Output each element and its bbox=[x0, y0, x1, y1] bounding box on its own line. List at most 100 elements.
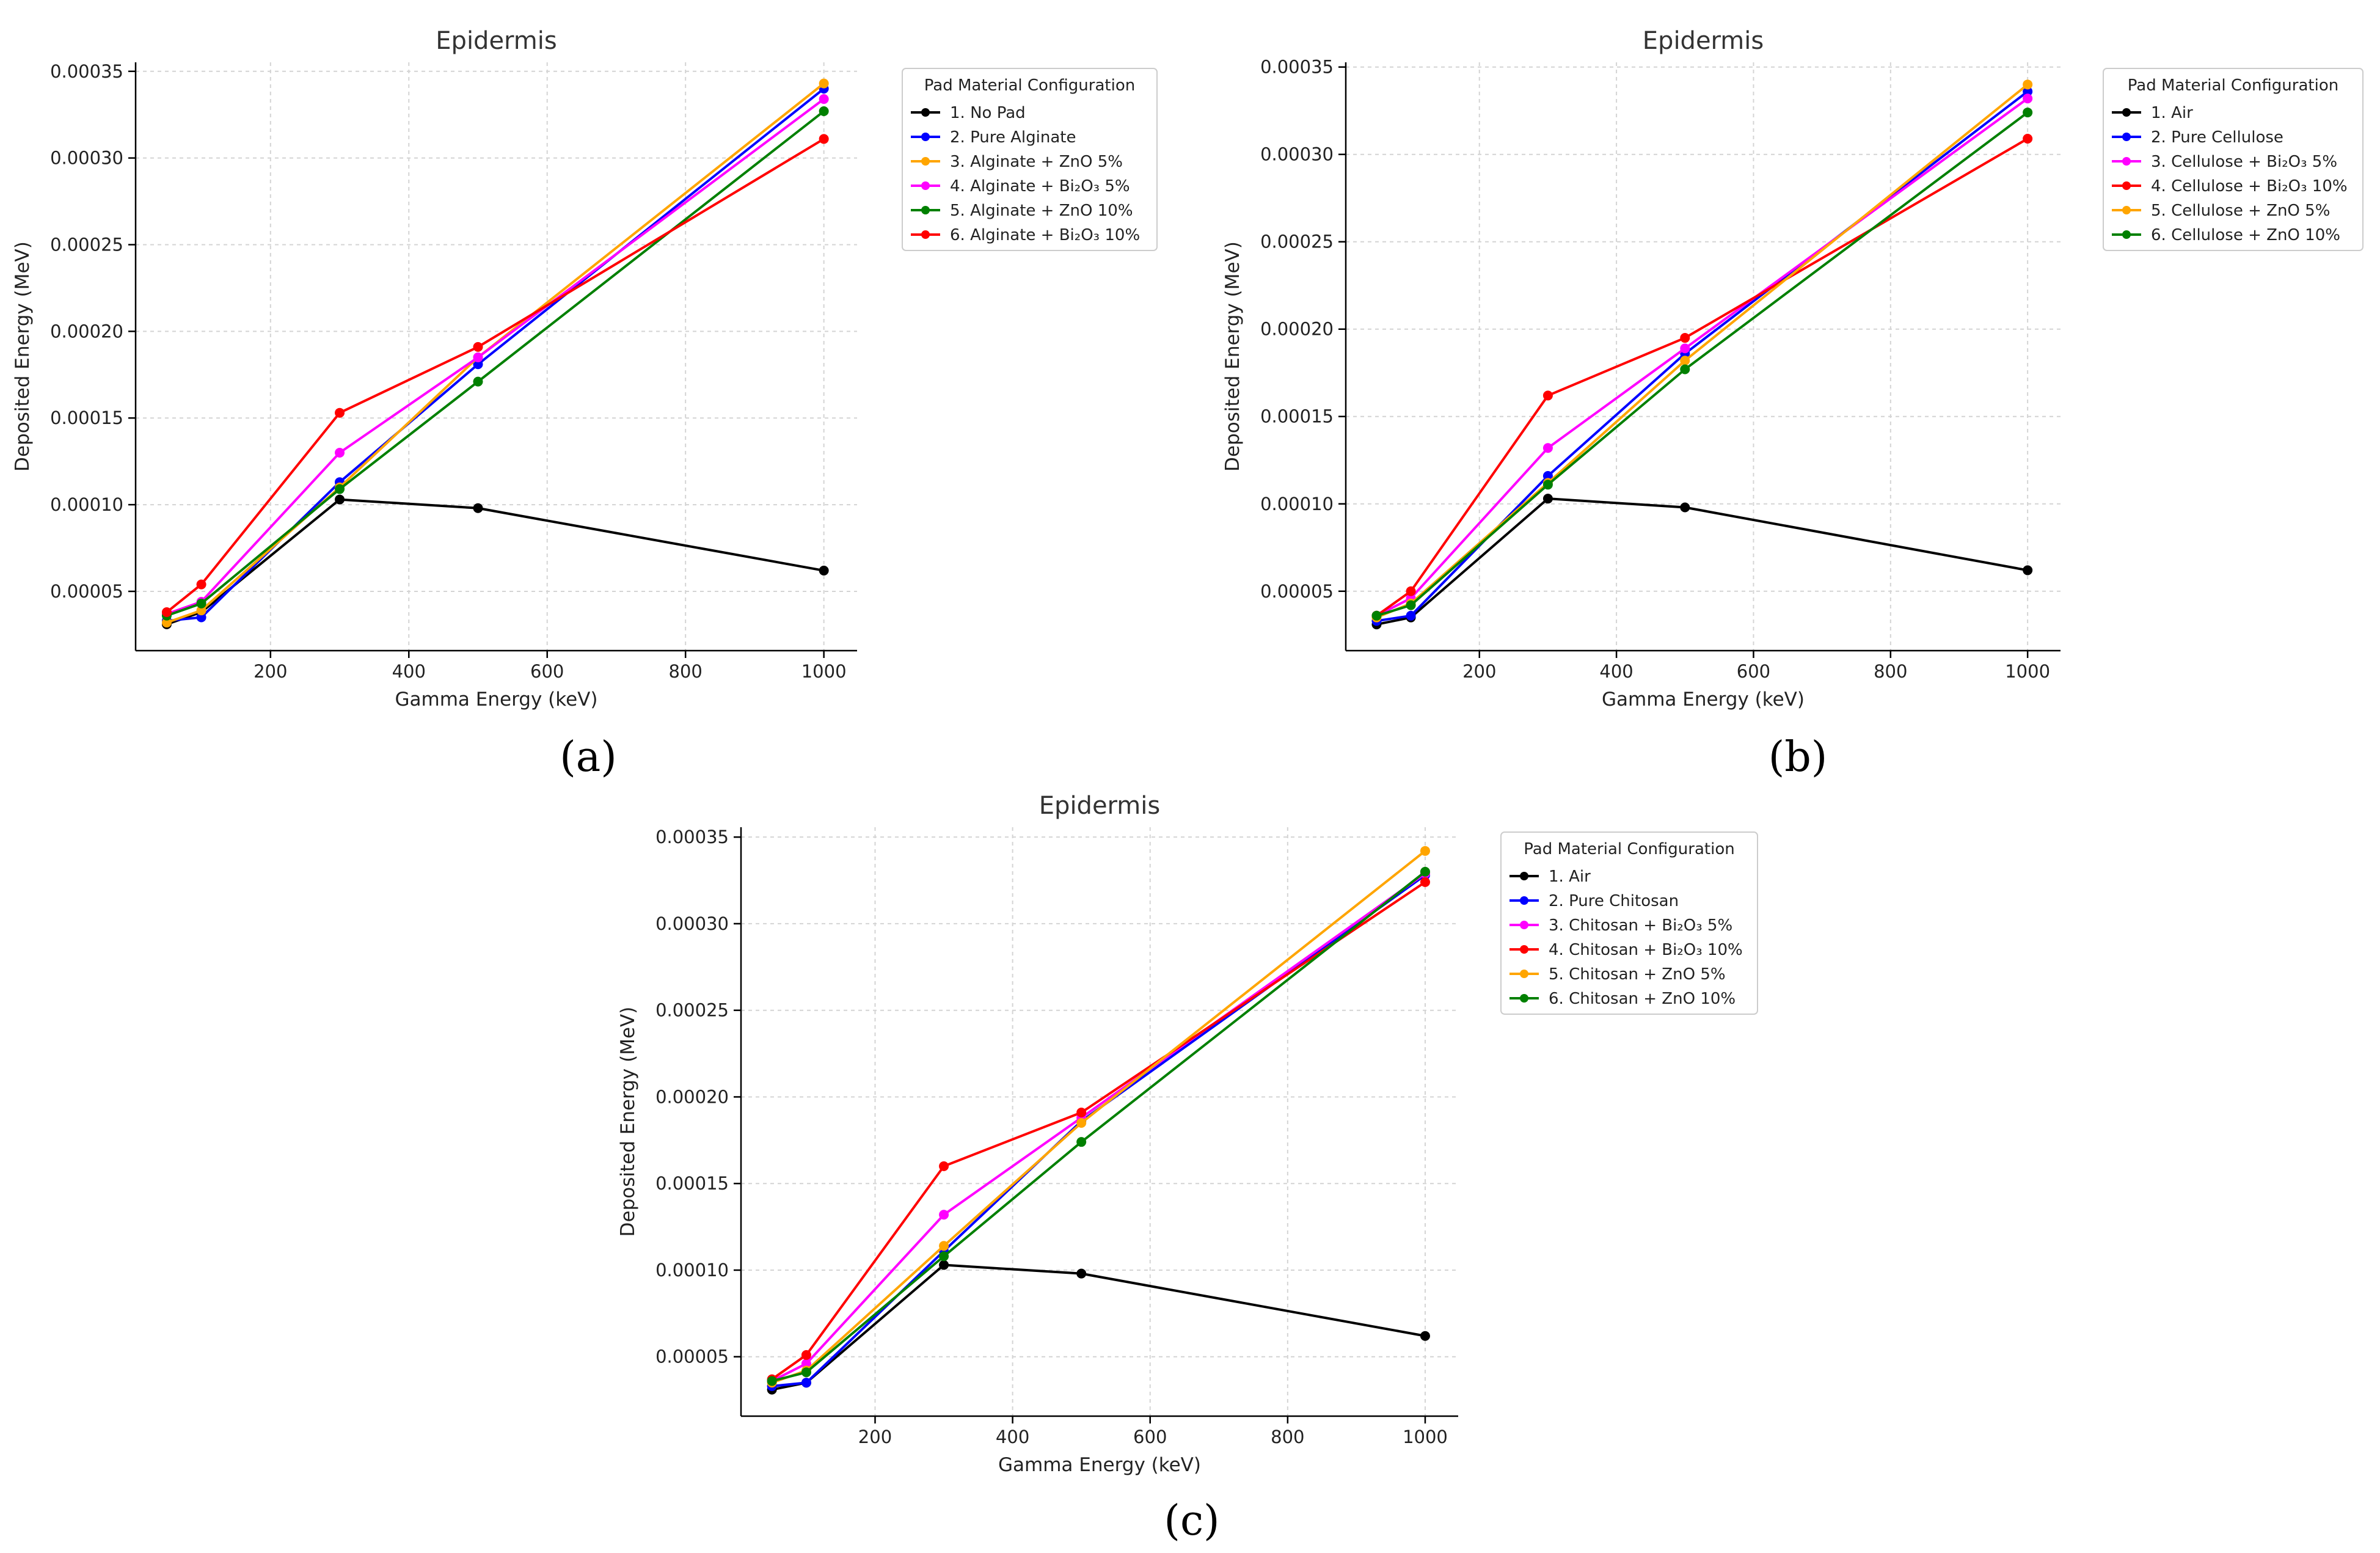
data-point bbox=[1542, 494, 1553, 504]
legend-entry: 6. Alginate + Bi₂O₃ 10% bbox=[911, 226, 1140, 244]
legend-label: 2. Pure Cellulose bbox=[2151, 128, 2283, 147]
series-5 bbox=[161, 106, 829, 621]
legend-swatch-marker bbox=[921, 206, 930, 214]
data-point bbox=[819, 134, 829, 144]
series-line bbox=[1376, 83, 2029, 619]
data-point bbox=[1680, 343, 1690, 354]
y-tick-label: 0.00020 bbox=[655, 1086, 729, 1107]
legend-entry: 3. Alginate + ZnO 5% bbox=[911, 153, 1123, 171]
legend-label: 5. Cellulose + ZnO 5% bbox=[2151, 202, 2330, 220]
data-point bbox=[939, 1241, 949, 1251]
series-line bbox=[772, 871, 1426, 1383]
data-point bbox=[939, 1251, 949, 1262]
x-tick-label: 200 bbox=[858, 1427, 892, 1447]
series-5 bbox=[1371, 79, 2033, 623]
legend-entry: 4. Alginate + Bi₂O₃ 5% bbox=[911, 177, 1130, 195]
data-point bbox=[939, 1210, 949, 1220]
legend-entry: 5. Alginate + ZnO 10% bbox=[911, 202, 1133, 220]
data-point bbox=[335, 407, 345, 418]
legend-label: 3. Cellulose + Bi₂O₃ 5% bbox=[2151, 153, 2337, 171]
legend-swatch-marker bbox=[1520, 970, 1528, 978]
series-line bbox=[166, 137, 825, 613]
legend-entry: 5. Cellulose + ZnO 5% bbox=[2112, 202, 2330, 220]
series-2 bbox=[767, 870, 1430, 1391]
legend-label: 1. Air bbox=[1549, 868, 1591, 886]
y-tick-label: 0.00005 bbox=[655, 1347, 729, 1367]
data-point bbox=[1076, 1107, 1087, 1117]
legend-label: 4. Cellulose + Bi₂O₃ 10% bbox=[2151, 177, 2348, 195]
data-point bbox=[2023, 565, 2033, 576]
y-tick-label: 0.00010 bbox=[50, 494, 123, 515]
panel-caption: (b) bbox=[1769, 733, 1828, 781]
x-axis-label: Gamma Energy (keV) bbox=[998, 1454, 1201, 1476]
series-4 bbox=[1371, 133, 2033, 621]
x-tick-label: 600 bbox=[1133, 1427, 1167, 1447]
series-line bbox=[166, 87, 825, 623]
legend: Pad Material Configuration 1. Air 2. Pure … bbox=[2103, 68, 2364, 251]
data-point bbox=[2023, 108, 2033, 118]
legend-entry: 1. Air bbox=[2112, 104, 2193, 122]
data-point bbox=[1420, 1331, 1430, 1341]
data-point bbox=[473, 503, 483, 513]
y-tick-label: 0.00005 bbox=[1260, 581, 1334, 602]
legend-swatch-marker bbox=[1520, 945, 1528, 954]
legend-swatch-marker bbox=[1520, 896, 1528, 905]
series-1 bbox=[1371, 494, 2033, 630]
series-4 bbox=[161, 94, 829, 619]
legend-label: 1. No Pad bbox=[950, 104, 1026, 122]
series-6 bbox=[1371, 108, 2033, 621]
x-tick-label: 1000 bbox=[2005, 661, 2050, 682]
x-tick-label: 1000 bbox=[1403, 1427, 1448, 1447]
data-point bbox=[2023, 86, 2033, 97]
data-point bbox=[1076, 1137, 1087, 1147]
data-point bbox=[196, 598, 206, 608]
legend-label: 3. Alginate + ZnO 5% bbox=[950, 153, 1123, 171]
x-axis-label: Gamma Energy (keV) bbox=[1602, 689, 1805, 711]
data-point bbox=[819, 78, 829, 89]
legend-frame bbox=[902, 68, 1158, 251]
legend: Pad Material Configuration 1. Air 2. Pure … bbox=[1500, 831, 1758, 1015]
legend-label: 6. Cellulose + ZnO 10% bbox=[2151, 226, 2340, 244]
legend-label: 2. Pure Chitosan bbox=[1549, 892, 1679, 910]
legend-entry: 6. Cellulose + ZnO 10% bbox=[2112, 226, 2340, 244]
series-line bbox=[772, 874, 1426, 1387]
series-5 bbox=[767, 846, 1430, 1388]
chart-title: Epidermis bbox=[1039, 792, 1160, 820]
x-tick-label: 600 bbox=[530, 661, 564, 682]
data-point bbox=[335, 447, 345, 458]
legend-label: 2. Pure Alginate bbox=[950, 128, 1076, 147]
legend-entry: 4. Cellulose + Bi₂O₃ 10% bbox=[2112, 177, 2348, 195]
series-line bbox=[1376, 111, 2029, 617]
chart-panel-c: 200 400 600 800 1000 0.00005 0.00010 0.00015 0.0… bbox=[617, 792, 1758, 1545]
y-tick-label: 0.00020 bbox=[1260, 319, 1334, 340]
chart-panel-a: 200 400 600 800 1000 0.00005 0.00010 0.00015 0.0… bbox=[12, 27, 1158, 781]
legend-entry: 2. Pure Cellulose bbox=[2112, 128, 2283, 147]
data-point bbox=[1680, 502, 1690, 513]
legend-entry: 6. Chitosan + ZnO 10% bbox=[1509, 990, 1736, 1008]
data-point bbox=[1406, 610, 1416, 621]
y-tick-label: 0.00020 bbox=[50, 321, 123, 342]
data-point bbox=[473, 376, 483, 387]
legend-entry: 2. Pure Alginate bbox=[911, 128, 1076, 147]
y-axis-label: Deposited Energy (MeV) bbox=[12, 241, 34, 472]
data-point bbox=[1680, 364, 1690, 375]
legend-entry: 1. No Pad bbox=[911, 104, 1026, 122]
legend-label: 5. Chitosan + ZnO 5% bbox=[1549, 965, 1726, 984]
data-point bbox=[473, 359, 483, 370]
legend-title: Pad Material Configuration bbox=[1524, 840, 1734, 858]
data-point bbox=[801, 1378, 811, 1388]
data-point bbox=[161, 607, 172, 618]
data-point bbox=[335, 494, 345, 505]
x-tick-label: 800 bbox=[1271, 1427, 1304, 1447]
data-point bbox=[2023, 93, 2033, 104]
legend-entry: 2. Pure Chitosan bbox=[1509, 892, 1679, 910]
data-point bbox=[819, 94, 829, 104]
x-tick-label: 400 bbox=[1599, 661, 1633, 682]
legend-swatch-marker bbox=[2122, 181, 2131, 190]
series-line bbox=[1376, 497, 2028, 626]
data-point bbox=[335, 484, 345, 494]
x-tick-label: 600 bbox=[1737, 661, 1770, 682]
legend-swatch-marker bbox=[2122, 230, 2131, 239]
legend-entry: 1. Air bbox=[1509, 868, 1591, 886]
